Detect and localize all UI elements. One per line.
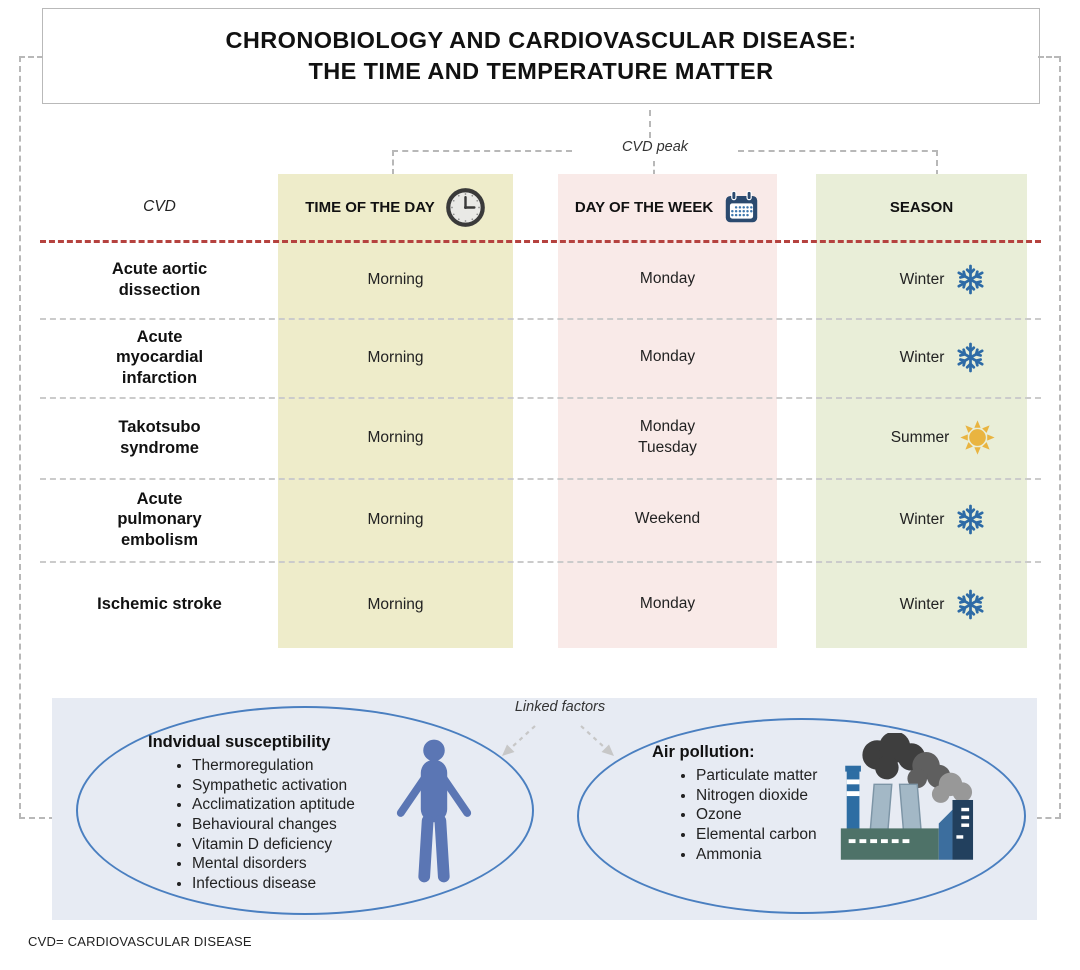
snowflake-icon	[956, 342, 986, 373]
time-cell: Morning	[367, 270, 424, 288]
season-cell: Winter	[838, 478, 1049, 561]
linked-factors-label: Linked factors	[514, 699, 606, 715]
list-item: Particulate matter	[696, 766, 862, 786]
list-item: Elemental carbon	[696, 825, 862, 845]
title-box: CHRONOBIOLOGY AND CARDIOVASCULAR DISEASE…	[42, 8, 1040, 104]
list-item: Behavioural changes	[192, 815, 408, 835]
cvd-peak-drop-left	[392, 150, 394, 175]
clock-icon	[445, 187, 485, 227]
time-of-day-header: TIME OF THE DAY	[278, 174, 513, 240]
season-cell: Winter	[838, 561, 1049, 648]
season-header: SEASON	[816, 174, 1027, 240]
cvd-name-cell: Acute myocardial infarction	[115, 327, 204, 387]
day-cell: Monday Tuesday	[638, 417, 697, 456]
snowflake-icon	[956, 504, 986, 535]
row-separator	[40, 397, 1041, 399]
cvd-name-cell: Ischemic stroke	[97, 595, 222, 614]
cvd-peak-stub-top	[649, 110, 651, 138]
list-item: Ammonia	[696, 845, 862, 865]
list-item: Mental disorders	[192, 854, 408, 874]
row-separator	[40, 478, 1041, 480]
season-value: Winter	[899, 595, 945, 613]
snowflake-icon	[956, 589, 986, 620]
time-cell: Morning	[367, 595, 424, 613]
table-row: Ischemic stroke Morning Monday Winter	[0, 561, 1080, 648]
cvd-peak-label: CVD peak	[621, 139, 689, 155]
season-cell: Summer	[838, 397, 1049, 478]
season-value: Winter	[899, 348, 945, 366]
time-cell: Morning	[367, 428, 424, 446]
cvd-name-cell: Takotsubo syndrome	[118, 417, 201, 457]
person-icon	[396, 739, 472, 883]
list-item: Acclimatization aptitude	[192, 795, 408, 815]
day-cell: Monday	[639, 270, 696, 288]
column-season	[816, 174, 1027, 648]
day-of-week-header-label: DAY OF THE WEEK	[574, 198, 714, 216]
season-value: Winter	[899, 270, 945, 288]
cvd-name-cell: Acute aortic dissection	[111, 259, 208, 299]
title-line-2: THE TIME AND TEMPERATURE MATTER	[308, 58, 774, 84]
individual-susceptibility-ellipse	[76, 706, 534, 915]
time-of-day-header-label: TIME OF THE DAY	[305, 198, 435, 216]
time-cell: Morning	[367, 510, 424, 528]
list-item: Sympathetic activation	[192, 776, 408, 796]
list-item: Thermoregulation	[192, 756, 408, 776]
season-header-label: SEASON	[889, 198, 954, 216]
cvd-peak-line-right	[738, 150, 938, 152]
season-cell: Winter	[838, 318, 1049, 397]
table-row: Takotsubo syndrome Morning Monday Tuesda…	[0, 397, 1080, 478]
list-item: Ozone	[696, 805, 862, 825]
right-bracket-line	[1059, 56, 1061, 819]
factory-icon	[840, 733, 974, 860]
day-cell: Weekend	[634, 510, 701, 528]
snowflake-icon	[956, 264, 986, 295]
time-cell: Morning	[367, 348, 424, 366]
cvd-column-header: CVD	[143, 198, 176, 215]
row-separator	[40, 561, 1041, 563]
individual-susceptibility-list: Thermoregulation Sympathetic activation …	[148, 756, 408, 894]
season-cell: Winter	[838, 241, 1049, 318]
air-pollution-list: Particulate matter Nitrogen dioxide Ozon…	[652, 766, 862, 864]
individual-susceptibility-heading: Indvidual susceptibility	[148, 733, 331, 751]
cvd-peak-drop-center	[653, 161, 655, 175]
linked-factors-arrows-icon	[502, 725, 614, 756]
list-item: Infectious disease	[192, 874, 408, 894]
table-row: Acute myocardial infarction Morning Mond…	[0, 318, 1080, 397]
list-item: Vitamin D deficiency	[192, 835, 408, 855]
column-time-of-day	[278, 174, 513, 648]
season-value: Winter	[899, 510, 945, 528]
right-bracket-stub-top	[1038, 56, 1060, 58]
cvd-peak-line-left	[392, 150, 572, 152]
sun-icon	[960, 420, 995, 455]
season-value: Summer	[890, 428, 950, 446]
left-bracket-stub-top	[19, 56, 43, 58]
footnote: CVD= CARDIOVASCULAR DISEASE	[28, 934, 252, 949]
air-pollution-heading: Air pollution:	[652, 743, 755, 761]
day-of-week-header: DAY OF THE WEEK	[558, 174, 777, 240]
list-item: Nitrogen dioxide	[696, 786, 862, 806]
header-separator-red	[40, 240, 1041, 243]
day-cell: Monday	[639, 595, 696, 613]
title-line-1: CHRONOBIOLOGY AND CARDIOVASCULAR DISEASE…	[225, 27, 857, 54]
air-pollution-block: Air pollution: Particulate matter Nitrog…	[652, 743, 862, 864]
row-separator	[40, 318, 1041, 320]
table-row: Acute pulmonary embolism Morning Weekend…	[0, 478, 1080, 561]
cvd-name-cell: Acute pulmonary embolism	[117, 489, 202, 549]
individual-susceptibility-block: Indvidual susceptibility Thermoregulatio…	[148, 733, 408, 894]
day-cell: Monday	[639, 348, 696, 366]
left-bracket-line	[19, 56, 21, 819]
left-bracket-stub-bottom	[19, 817, 65, 819]
column-day-of-week	[558, 174, 777, 648]
air-pollution-ellipse	[577, 718, 1026, 914]
calendar-icon	[725, 190, 758, 222]
cvd-peak-drop-right	[936, 150, 938, 186]
table-row: Acute aortic dissection Morning Monday W…	[0, 241, 1080, 318]
